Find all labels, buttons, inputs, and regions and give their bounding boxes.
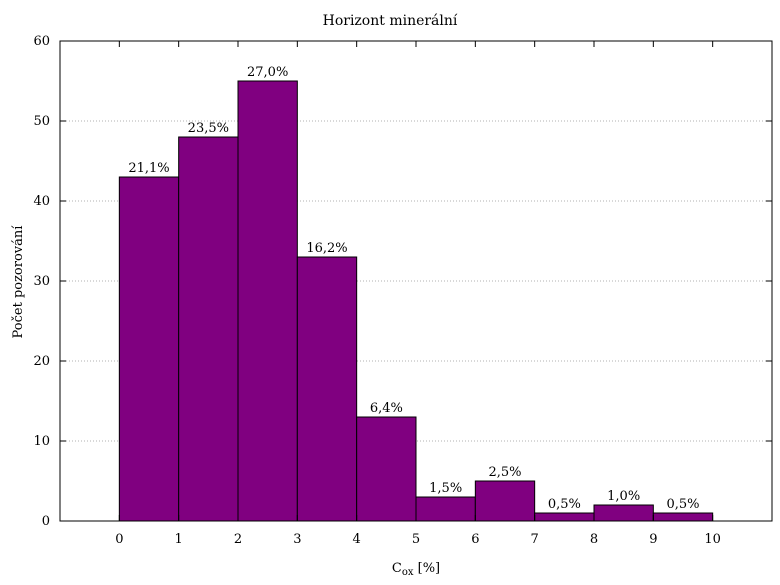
x-tick-label: 2 xyxy=(234,532,242,547)
x-tick-label: 9 xyxy=(649,532,657,547)
x-tick-label: 3 xyxy=(293,532,301,547)
bar xyxy=(652,512,714,522)
x-tick-label: 10 xyxy=(704,532,721,547)
bar-data-label: 27,0% xyxy=(247,65,288,80)
bar-data-label: 1,0% xyxy=(607,489,640,504)
bar-data-label: 6,4% xyxy=(370,401,403,416)
x-tick-label: 8 xyxy=(590,532,598,547)
x-tick-label: 0 xyxy=(115,532,123,547)
bar xyxy=(474,480,536,522)
y-tick-label: 50 xyxy=(33,114,50,129)
x-axis-label-subscript: ox xyxy=(402,567,414,578)
bar xyxy=(118,176,180,522)
bar-data-label: 16,2% xyxy=(306,241,347,256)
bar xyxy=(356,416,417,522)
bar-data-label: 1,5% xyxy=(429,481,462,496)
chart-title: Horizont minerální xyxy=(323,13,458,29)
bar-data-label: 2,5% xyxy=(488,465,521,480)
x-tick-label: 4 xyxy=(353,532,361,547)
bar xyxy=(296,256,358,522)
x-tick-label: 7 xyxy=(531,532,539,547)
x-axis-label-main: C xyxy=(392,561,402,576)
bar xyxy=(415,496,476,522)
bar-data-label: 0,5% xyxy=(666,497,699,512)
x-tick-label: 5 xyxy=(412,532,420,547)
x-tick-label: 6 xyxy=(471,532,479,547)
bar-data-label: 21,1% xyxy=(128,161,169,176)
bar-data-label: 0,5% xyxy=(548,497,581,512)
x-axis: 0 1 2 3 4 5 6 7 8 9 10 xyxy=(115,41,721,547)
y-tick-label: 30 xyxy=(33,274,50,289)
bar xyxy=(237,80,298,522)
x-tick-label: 1 xyxy=(175,532,183,547)
y-tick-label: 10 xyxy=(33,434,50,449)
y-axis-label: Počet pozorování xyxy=(11,225,26,339)
y-tick-label: 0 xyxy=(42,514,50,529)
y-tick-label: 20 xyxy=(33,354,50,369)
bar-data-label: 23,5% xyxy=(188,121,229,136)
bar xyxy=(534,512,595,522)
data-labels: 21,1% 23,5% 27,0% 16,2% 6,4% 1,5% 2,5% 0,5% 1,0%… xyxy=(128,65,699,512)
y-axis: 0 10 20 30 40 50 60 xyxy=(33,34,772,529)
y-tick-label: 40 xyxy=(33,194,50,209)
y-tick-label: 60 xyxy=(33,34,50,49)
bar xyxy=(178,136,239,522)
bars xyxy=(118,80,714,522)
x-axis-label: Cox [%] xyxy=(392,561,440,578)
bar xyxy=(593,504,654,522)
x-axis-label-unit: [%] xyxy=(413,561,440,576)
